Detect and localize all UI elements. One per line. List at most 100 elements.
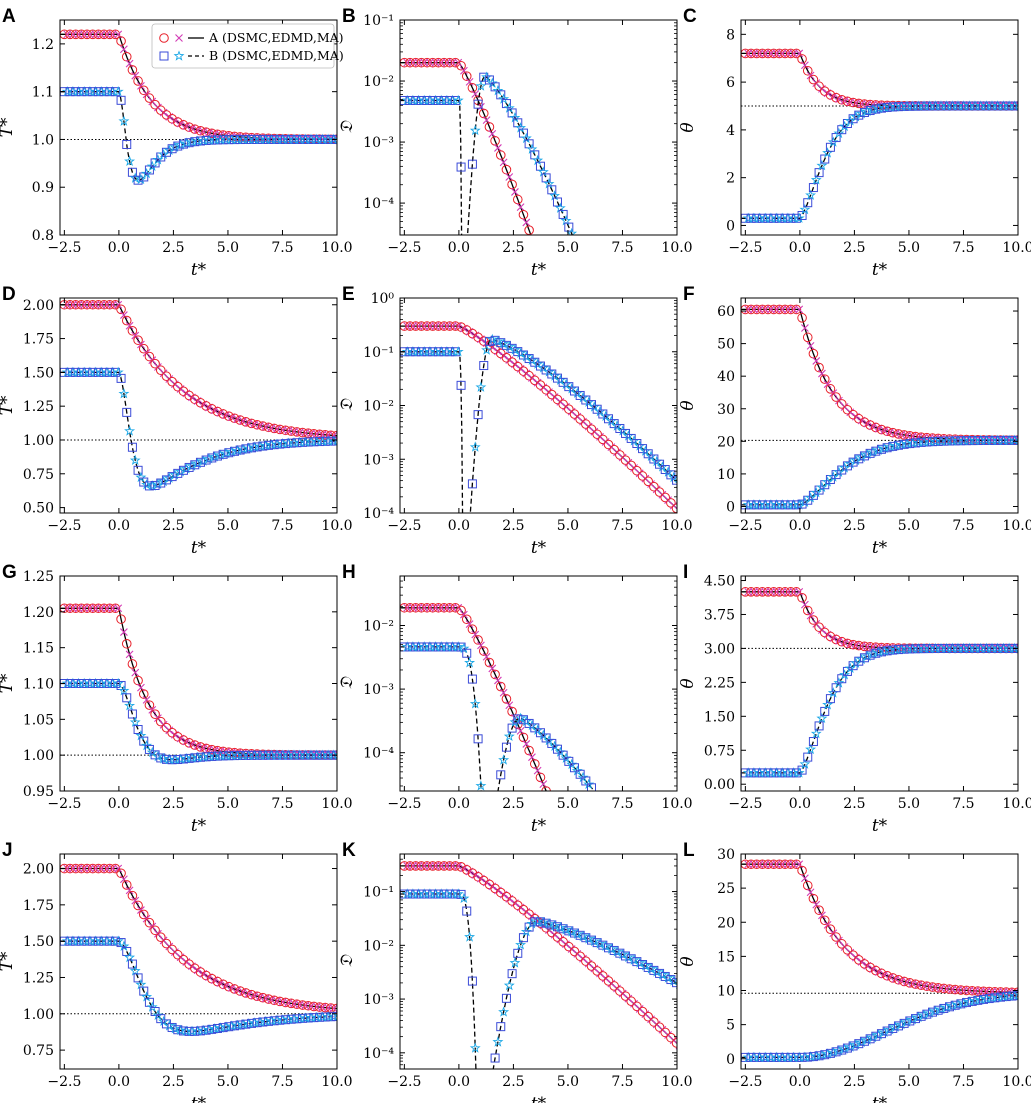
series-B-edmd-point <box>912 436 924 448</box>
series-B-dsmc-point <box>632 439 642 449</box>
series-A-edmd-point <box>829 92 838 101</box>
series-A-edmd-point <box>244 418 253 427</box>
series-A-dsmc-point <box>763 48 773 59</box>
series-B-dsmc-point <box>122 139 132 149</box>
series-B-edmd-point <box>622 951 634 963</box>
series-A-dsmc-point <box>842 945 853 955</box>
series-A-edmd-point <box>789 49 798 58</box>
series-A-edmd-point <box>68 30 77 39</box>
series-A-edmd-point <box>403 58 412 67</box>
series-A-dsmc-point <box>569 946 580 957</box>
x-tick-label: 7.5 <box>952 518 974 534</box>
series-B-dsmc-point <box>888 1023 898 1033</box>
series-A-edmd-point <box>131 331 140 340</box>
x-tick-label: 0.0 <box>789 1074 811 1090</box>
series-B-dsmc-point <box>156 1014 166 1024</box>
series-B-edmd-point <box>112 935 124 946</box>
series-B-dsmc-point <box>910 438 920 448</box>
series-B-dsmc-point <box>252 1018 262 1028</box>
series-B-edmd-point <box>260 1015 272 1027</box>
series-A-edmd-point <box>460 66 468 75</box>
series-A-edmd-point <box>863 419 872 428</box>
series-A-edmd-point <box>227 413 236 422</box>
x-tick-label: 2.5 <box>502 796 524 812</box>
series-A-dsmc-point <box>93 29 104 40</box>
series-B-edmd-point <box>810 174 822 185</box>
series-B-edmd-point <box>856 107 868 119</box>
series-B-edmd-point <box>577 930 589 942</box>
series-B-edmd-point <box>464 931 476 942</box>
panel-H: H −2.5 0.0 2.5 5.0 7.5 10.0 10⁻⁴ 10⁻³ 10⁻² t* 𝔇 <box>337 562 693 836</box>
series-B-dsmc-point <box>854 110 864 120</box>
series-A-edmd-point <box>766 305 775 314</box>
series-A-dsmc-point <box>763 304 773 315</box>
x-axis-label: t* <box>872 538 888 558</box>
series-A-dsmc-point <box>87 29 98 40</box>
series-B-dsmc-point <box>893 440 903 450</box>
series-A-dsmc-point <box>450 321 461 331</box>
series-A-dsmc-point <box>161 722 172 733</box>
series-B-edmd-point <box>594 938 606 949</box>
series-A-dsmc-point <box>82 299 92 310</box>
series-A-dsmc-point <box>297 427 308 438</box>
series-A-dsmc-point <box>65 29 75 40</box>
y-tick-label: 0.9 <box>32 180 54 196</box>
series-A-dsmc-point <box>637 1006 648 1017</box>
series-A-edmd-point <box>784 305 792 314</box>
plot-frame <box>59 297 338 514</box>
series-A-dsmc-point <box>899 430 909 440</box>
series-A-dsmc-point <box>939 983 949 994</box>
series-A-dsmc-point <box>774 304 785 315</box>
series-A-edmd-point <box>222 411 230 419</box>
series-B-dsmc-point <box>842 1043 852 1053</box>
series-B-dsmc-point <box>218 1023 228 1033</box>
series-A-edmd-point <box>142 695 151 704</box>
series-A-edmd-point <box>414 58 423 67</box>
series-B-edmd-point <box>537 916 549 928</box>
series-A-dsmc-point <box>984 986 995 997</box>
series-B-edmd-point <box>129 454 141 466</box>
series-B-dsmc-point <box>530 917 540 927</box>
series-A-dsmc-point <box>768 304 779 315</box>
y-tick-label: 10⁻¹ <box>363 13 394 29</box>
series-B-edmd-point <box>260 439 272 451</box>
series-B-dsmc-point <box>854 454 864 464</box>
series-B-dsmc-point <box>133 725 143 735</box>
series-B-edmd-point <box>526 354 538 365</box>
series-A-dsmc-point <box>808 893 819 904</box>
series-A-dsmc-point <box>609 981 619 991</box>
y-tick-label: 1.25 <box>23 399 54 415</box>
series-B-dsmc-point <box>518 933 528 943</box>
series-A-edmd-point <box>761 49 770 58</box>
series-B-edmd-point <box>169 1023 181 1034</box>
series-B-edmd-point <box>503 730 515 742</box>
x-tick-label: 0.0 <box>448 1074 470 1090</box>
series-B-edmd-point <box>192 751 204 763</box>
series-B-dsmc-point <box>643 449 653 459</box>
series-A-edmd-point <box>772 305 781 314</box>
series-A-edmd-point <box>755 860 764 869</box>
series-B-edmd-point <box>509 344 521 355</box>
y-tick-label: 0 <box>726 499 735 515</box>
x-tick-label: 10.0 <box>1002 796 1031 812</box>
series-A-edmd-point <box>91 30 100 39</box>
x-tick-label: 0.0 <box>448 518 470 534</box>
series-B-edmd-point <box>543 366 555 377</box>
series-A-dsmc-point <box>314 1002 325 1012</box>
y-tick-label: 4 <box>726 123 735 139</box>
series-B-dsmc-point <box>882 102 892 112</box>
series-A-dsmc-point <box>144 700 155 710</box>
series-B-dsmc-point <box>184 462 194 472</box>
x-tick-label: 0.0 <box>789 796 811 812</box>
series-B-edmd-point <box>890 644 902 655</box>
series-B-edmd-point <box>498 93 510 104</box>
series-A-edmd-point <box>749 305 758 314</box>
y-tick-label: 1.2 <box>32 37 54 53</box>
x-tick-label: 7.5 <box>611 518 633 534</box>
series-A-dsmc-point <box>586 424 597 434</box>
series-B-edmd-point <box>628 954 640 965</box>
series-B-edmd-point <box>458 642 470 654</box>
x-tick-label: 2.5 <box>843 240 865 256</box>
series-B-dsmc-point <box>127 167 137 177</box>
series-A-dsmc-point <box>529 375 540 386</box>
